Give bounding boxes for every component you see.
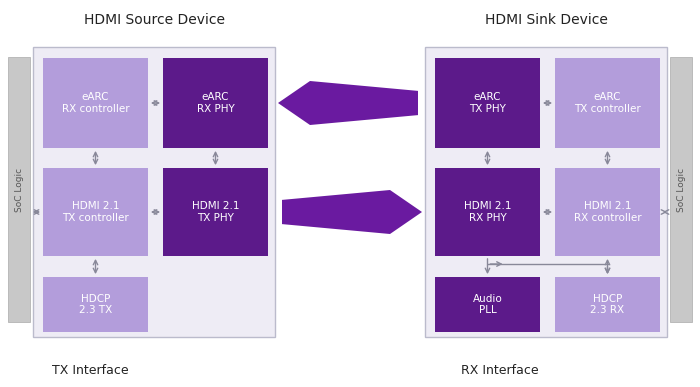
Polygon shape bbox=[282, 190, 422, 234]
Polygon shape bbox=[278, 81, 418, 125]
Text: HDCP
2.3 RX: HDCP 2.3 RX bbox=[590, 294, 624, 315]
Bar bbox=[555, 58, 660, 148]
Text: HDMI 2.1
TX controller: HDMI 2.1 TX controller bbox=[62, 201, 129, 223]
Bar bbox=[670, 57, 692, 322]
Bar bbox=[163, 58, 268, 148]
Text: TX Interface: TX Interface bbox=[52, 363, 128, 377]
Bar bbox=[43, 58, 148, 148]
Bar bbox=[43, 168, 148, 256]
Text: RX Interface: RX Interface bbox=[461, 363, 539, 377]
Text: SoC Logic: SoC Logic bbox=[676, 168, 685, 212]
Bar bbox=[555, 168, 660, 256]
Bar bbox=[43, 277, 148, 332]
Text: HDMI 2.1
RX PHY: HDMI 2.1 RX PHY bbox=[463, 201, 511, 223]
Bar bbox=[8, 57, 30, 322]
Bar bbox=[555, 277, 660, 332]
Bar bbox=[163, 168, 268, 256]
Text: HDMI Source Device: HDMI Source Device bbox=[85, 13, 225, 27]
Bar bbox=[435, 58, 540, 148]
Text: HDMI 2.1
RX controller: HDMI 2.1 RX controller bbox=[574, 201, 641, 223]
Text: SoC Logic: SoC Logic bbox=[15, 168, 24, 212]
Text: eARC
TX controller: eARC TX controller bbox=[574, 92, 641, 114]
Text: HDMI 2.1
TX PHY: HDMI 2.1 TX PHY bbox=[192, 201, 239, 223]
Text: eARC
TX PHY: eARC TX PHY bbox=[469, 92, 506, 114]
Text: eARC
RX PHY: eARC RX PHY bbox=[197, 92, 234, 114]
Text: HDCP
2.3 TX: HDCP 2.3 TX bbox=[79, 294, 112, 315]
Bar bbox=[435, 277, 540, 332]
Bar bbox=[435, 168, 540, 256]
Text: HDMI Sink Device: HDMI Sink Device bbox=[484, 13, 608, 27]
Bar bbox=[33, 47, 275, 337]
Text: eARC
RX controller: eARC RX controller bbox=[62, 92, 130, 114]
Bar bbox=[425, 47, 667, 337]
Text: Audio
PLL: Audio PLL bbox=[473, 294, 503, 315]
